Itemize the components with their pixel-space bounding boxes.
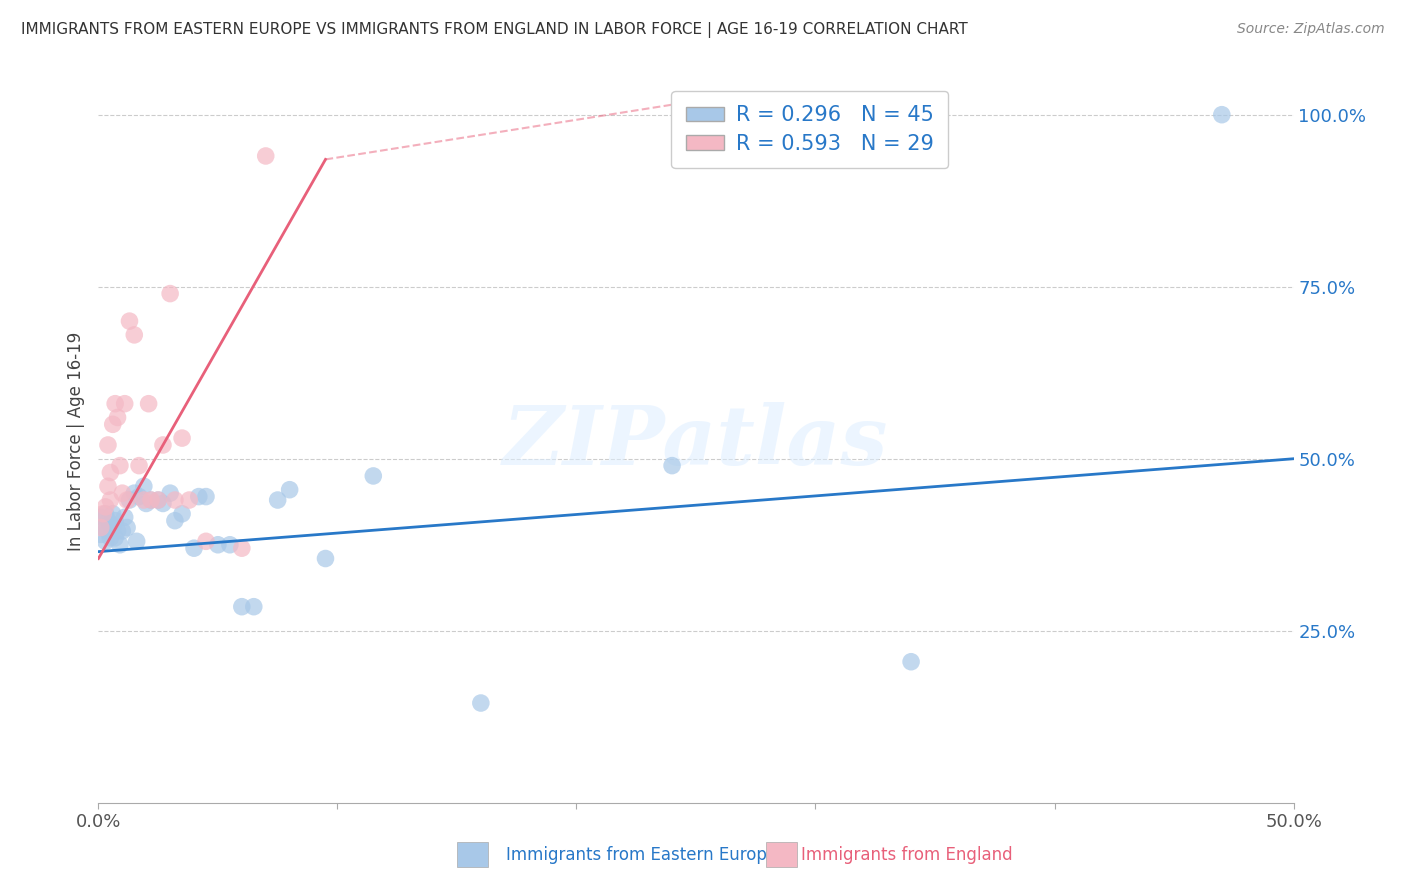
Y-axis label: In Labor Force | Age 16-19: In Labor Force | Age 16-19 [66, 332, 84, 551]
Point [101, 507, 124, 521]
Point [148, 493, 170, 508]
Point [114, 397, 136, 411]
Point [163, 514, 186, 528]
Point [172, 507, 194, 521]
Point [278, 483, 301, 497]
Point [267, 493, 290, 508]
Point [315, 551, 337, 566]
Text: ZIPatlas: ZIPatlas [503, 401, 889, 482]
Point [115, 493, 138, 508]
Point [172, 431, 194, 445]
Point [104, 397, 127, 411]
Point [132, 493, 155, 508]
Point [139, 493, 162, 508]
Point [195, 490, 218, 504]
Point [195, 534, 218, 549]
Point [231, 541, 253, 556]
Point [118, 314, 141, 328]
Point [108, 538, 131, 552]
Point [114, 510, 136, 524]
Point [139, 493, 162, 508]
Point [118, 493, 141, 508]
Point [470, 696, 492, 710]
Point [115, 520, 138, 534]
Point [91, 520, 114, 534]
Point [152, 438, 174, 452]
Point [90, 510, 112, 524]
Point [97, 438, 120, 452]
Point [108, 458, 131, 473]
Point [183, 541, 205, 556]
Point [163, 493, 186, 508]
Point [219, 538, 242, 552]
Point [207, 538, 229, 552]
Point [1211, 108, 1233, 122]
Text: Immigrants from Eastern Europe: Immigrants from Eastern Europe [506, 846, 778, 863]
Point [94, 500, 117, 514]
Point [128, 490, 150, 504]
Point [231, 599, 253, 614]
Point [135, 496, 157, 510]
Point [104, 531, 127, 545]
Point [132, 479, 155, 493]
Point [148, 493, 170, 508]
Point [125, 534, 148, 549]
Text: IMMIGRANTS FROM EASTERN EUROPE VS IMMIGRANTS FROM ENGLAND IN LABOR FORCE | AGE 1: IMMIGRANTS FROM EASTERN EUROPE VS IMMIGR… [21, 22, 967, 38]
Point [243, 599, 266, 614]
Point [254, 149, 277, 163]
Point [101, 417, 124, 432]
Point [90, 527, 112, 541]
Point [98, 531, 122, 545]
Point [179, 493, 201, 508]
Point [91, 507, 114, 521]
Point [101, 520, 124, 534]
Point [97, 479, 120, 493]
Point [661, 458, 683, 473]
Point [111, 486, 134, 500]
Point [187, 490, 209, 504]
Legend: R = 0.296   N = 45, R = 0.593   N = 29: R = 0.296 N = 45, R = 0.593 N = 29 [672, 91, 949, 169]
Point [98, 466, 122, 480]
Point [111, 524, 134, 538]
Point [97, 514, 120, 528]
Point [90, 520, 112, 534]
Point [900, 655, 922, 669]
Point [97, 524, 120, 538]
Point [152, 496, 174, 510]
Point [138, 397, 160, 411]
Point [98, 493, 122, 508]
Point [159, 286, 181, 301]
Point [124, 486, 146, 500]
Point [94, 534, 117, 549]
Point [98, 517, 122, 532]
Point [107, 410, 129, 425]
Point [94, 507, 117, 521]
Point [107, 524, 129, 538]
Point [104, 514, 127, 528]
Text: Immigrants from England: Immigrants from England [801, 846, 1014, 863]
Point [124, 327, 146, 342]
Point [363, 469, 385, 483]
Point [128, 458, 150, 473]
Point [159, 486, 181, 500]
Text: Source: ZipAtlas.com: Source: ZipAtlas.com [1237, 22, 1385, 37]
